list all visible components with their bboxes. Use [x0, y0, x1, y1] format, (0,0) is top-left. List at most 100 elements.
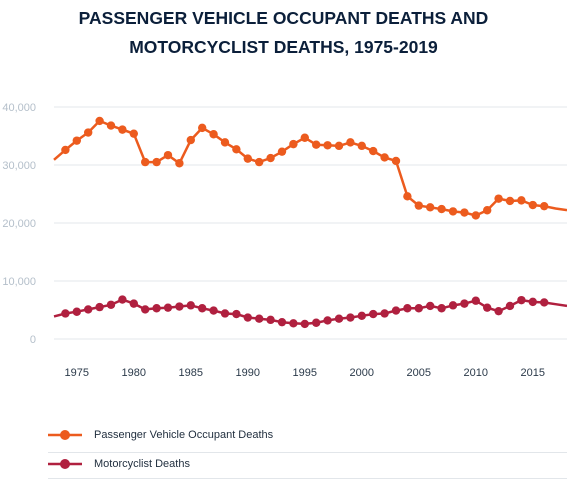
data-point-motorcyclist[interactable] — [483, 303, 492, 312]
series-line-motorcyclist — [53, 298, 567, 326]
data-point-motorcyclist[interactable] — [277, 317, 287, 327]
data-point-motorcyclist[interactable] — [460, 299, 469, 308]
data-point-passenger[interactable] — [152, 157, 161, 167]
data-point-motorcyclist[interactable] — [209, 306, 218, 315]
data-point-passenger[interactable] — [72, 136, 82, 145]
data-point-motorcyclist[interactable] — [289, 319, 298, 328]
legend-item-passenger[interactable]: Passenger Vehicle Occupant Deaths — [48, 421, 273, 449]
data-point-motorcyclist[interactable] — [414, 304, 423, 313]
data-point-motorcyclist[interactable] — [72, 307, 82, 316]
data-point-motorcyclist[interactable] — [426, 301, 435, 311]
data-point-motorcyclist[interactable] — [84, 305, 93, 314]
legend-item-motorcyclist[interactable]: Motorcyclist Deaths — [48, 450, 190, 478]
data-point-motorcyclist[interactable] — [494, 306, 503, 316]
data-point-motorcyclist[interactable] — [380, 309, 389, 318]
x-tick-label: 2005 — [407, 367, 431, 379]
data-point-motorcyclist[interactable] — [232, 309, 241, 319]
data-point-passenger[interactable] — [369, 146, 378, 156]
data-point-motorcyclist[interactable] — [61, 309, 70, 318]
data-point-motorcyclist[interactable] — [186, 301, 195, 310]
data-point-motorcyclist[interactable] — [106, 300, 116, 309]
data-point-motorcyclist[interactable] — [448, 301, 458, 310]
data-point-motorcyclist[interactable] — [517, 295, 526, 305]
data-point-passenger[interactable] — [175, 159, 184, 168]
data-point-passenger[interactable] — [232, 145, 241, 154]
data-point-motorcyclist[interactable] — [95, 302, 104, 312]
data-point-passenger[interactable] — [448, 207, 458, 216]
data-point-passenger[interactable] — [437, 204, 446, 214]
data-point-passenger[interactable] — [426, 203, 435, 212]
chart-title: PASSENGER VEHICLE OCCUPANT DEATHS AND MO… — [0, 4, 567, 62]
data-point-passenger[interactable] — [471, 211, 480, 220]
x-tick-label: 1990 — [236, 367, 260, 379]
data-point-passenger[interactable] — [277, 147, 287, 156]
data-point-motorcyclist[interactable] — [334, 314, 344, 323]
data-point-passenger[interactable] — [95, 116, 104, 126]
x-tick-label: 2000 — [350, 367, 374, 379]
data-point-passenger[interactable] — [186, 135, 195, 145]
x-tick-label: 1985 — [179, 367, 203, 379]
data-point-motorcyclist[interactable] — [198, 304, 207, 313]
data-point-passenger[interactable] — [61, 145, 70, 155]
data-point-motorcyclist[interactable] — [391, 306, 401, 315]
data-point-motorcyclist[interactable] — [357, 311, 366, 320]
data-point-motorcyclist[interactable] — [255, 314, 264, 323]
data-point-motorcyclist[interactable] — [118, 295, 127, 304]
data-point-motorcyclist[interactable] — [528, 297, 537, 307]
data-point-motorcyclist[interactable] — [152, 304, 161, 313]
data-point-motorcyclist[interactable] — [129, 299, 138, 308]
data-point-passenger[interactable] — [106, 121, 116, 130]
data-point-passenger[interactable] — [540, 201, 549, 211]
data-point-passenger[interactable] — [403, 192, 412, 201]
data-point-passenger[interactable] — [266, 153, 275, 163]
data-point-motorcyclist[interactable] — [346, 313, 355, 322]
data-point-motorcyclist[interactable] — [471, 296, 480, 305]
data-point-motorcyclist[interactable] — [141, 305, 150, 314]
data-point-motorcyclist[interactable] — [437, 304, 446, 313]
data-point-motorcyclist[interactable] — [266, 315, 275, 325]
data-point-passenger[interactable] — [84, 128, 93, 137]
data-point-motorcyclist[interactable] — [243, 313, 252, 322]
data-point-passenger[interactable] — [505, 196, 515, 206]
data-point-passenger[interactable] — [357, 141, 366, 151]
data-point-passenger[interactable] — [129, 129, 138, 138]
y-tick-label: 0 — [30, 334, 36, 346]
data-point-passenger[interactable] — [346, 138, 355, 147]
data-point-passenger[interactable] — [323, 141, 332, 150]
data-point-passenger[interactable] — [494, 194, 503, 203]
data-point-passenger[interactable] — [380, 153, 389, 162]
data-point-passenger[interactable] — [334, 141, 344, 151]
data-point-passenger[interactable] — [163, 150, 173, 160]
data-point-motorcyclist[interactable] — [220, 309, 230, 318]
data-point-passenger[interactable] — [118, 125, 127, 134]
data-point-passenger[interactable] — [483, 206, 492, 215]
data-point-motorcyclist[interactable] — [505, 301, 515, 311]
series-line-passenger — [53, 119, 567, 217]
data-point-passenger[interactable] — [243, 154, 252, 163]
chart-title-line-1: PASSENGER VEHICLE OCCUPANT DEATHS AND — [78, 8, 489, 28]
data-point-passenger[interactable] — [220, 138, 230, 147]
data-point-motorcyclist[interactable] — [323, 316, 332, 325]
data-point-passenger[interactable] — [528, 200, 537, 210]
data-point-motorcyclist[interactable] — [175, 302, 184, 311]
data-point-motorcyclist[interactable] — [163, 303, 173, 312]
data-point-passenger[interactable] — [255, 157, 264, 167]
data-point-passenger[interactable] — [300, 133, 309, 142]
data-point-passenger[interactable] — [414, 201, 423, 210]
data-point-motorcyclist[interactable] — [403, 304, 412, 313]
data-point-motorcyclist[interactable] — [369, 309, 378, 319]
data-point-passenger[interactable] — [198, 123, 207, 133]
data-point-passenger[interactable] — [312, 140, 321, 149]
data-point-passenger[interactable] — [517, 196, 526, 205]
data-point-passenger[interactable] — [209, 130, 218, 139]
x-tick-label: 2015 — [521, 367, 545, 379]
data-point-passenger[interactable] — [289, 139, 298, 149]
data-point-passenger[interactable] — [391, 156, 401, 166]
data-point-motorcyclist[interactable] — [312, 318, 321, 327]
data-point-passenger[interactable] — [460, 208, 469, 217]
x-tick-label: 1995 — [293, 367, 317, 379]
data-point-motorcyclist[interactable] — [300, 319, 309, 329]
data-point-motorcyclist[interactable] — [540, 298, 549, 307]
data-point-passenger[interactable] — [141, 157, 150, 167]
y-tick-label: 10,000 — [2, 276, 36, 288]
